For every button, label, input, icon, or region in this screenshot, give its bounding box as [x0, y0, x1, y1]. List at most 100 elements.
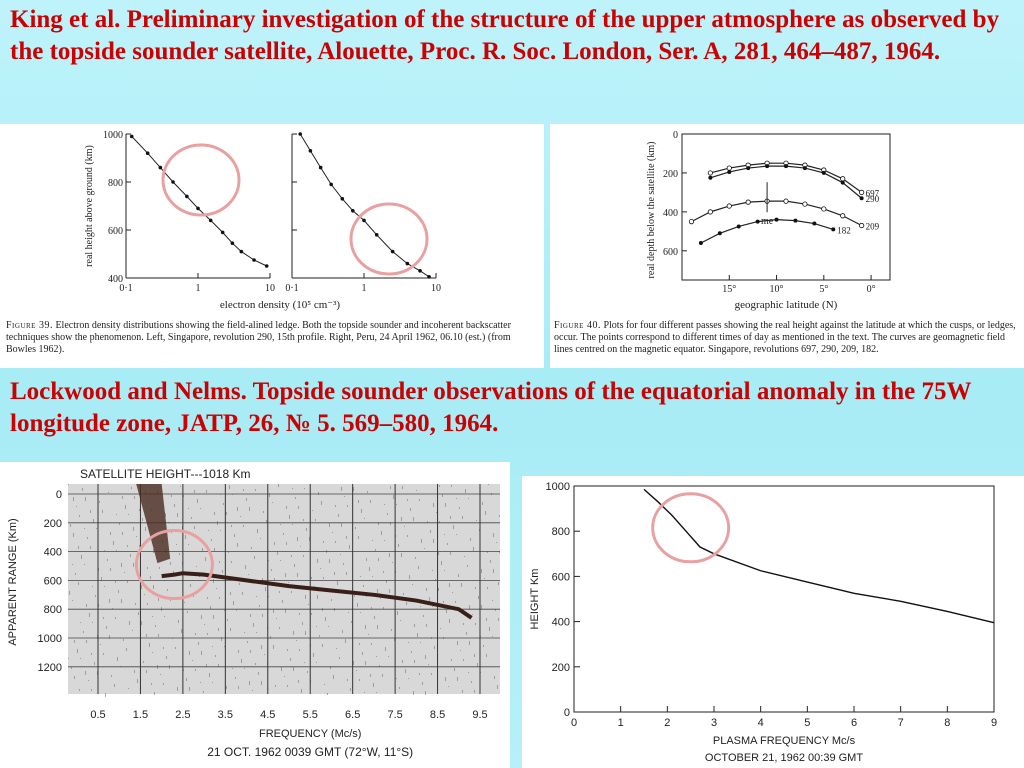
noise-speck: [256, 596, 257, 597]
noise-speck: [271, 569, 272, 571]
noise-speck: [194, 490, 195, 493]
noise-speck: [92, 622, 93, 623]
noise-speck: [359, 679, 360, 681]
noise-speck: [389, 589, 390, 593]
noise-speck: [345, 639, 346, 643]
noise-speck: [462, 516, 463, 519]
data-point: [374, 233, 379, 237]
noise-speck: [204, 624, 205, 625]
noise-speck: [384, 540, 385, 541]
noise-speck: [178, 620, 179, 623]
noise-speck: [246, 498, 247, 501]
data-point: [727, 169, 732, 174]
noise-speck: [375, 549, 376, 551]
x-tick-label: 6.5: [345, 709, 360, 721]
noise-speck: [133, 527, 134, 531]
noise-speck: [238, 686, 239, 689]
noise-speck: [442, 494, 443, 497]
noise-speck: [445, 503, 446, 507]
noise-speck: [461, 583, 462, 587]
noise-speck: [468, 498, 469, 499]
noise-speck: [279, 591, 280, 593]
x-tick-label: 0: [571, 717, 577, 729]
noise-speck: [175, 647, 176, 649]
noise-speck: [245, 565, 246, 569]
noise-speck: [274, 542, 275, 545]
noise-speck: [83, 631, 84, 633]
data-point: [708, 175, 713, 180]
noise-speck: [265, 587, 266, 591]
noise-speck: [299, 649, 300, 651]
x-tick-label: 0·1: [285, 283, 298, 294]
data-point: [765, 164, 770, 169]
noise-speck: [498, 582, 499, 585]
noise-speck: [181, 629, 182, 633]
noise-speck: [136, 536, 137, 537]
noise-speck: [72, 564, 73, 565]
noise-speck: [94, 662, 95, 665]
noise-speck: [122, 496, 123, 499]
data-point: [859, 222, 865, 229]
noise-speck: [68, 484, 69, 485]
noise-speck: [492, 600, 493, 601]
noise-speck: [338, 514, 339, 517]
y-tick-label: 0: [564, 707, 570, 719]
noise-speck: [449, 619, 450, 623]
noise-speck: [95, 595, 96, 597]
data-point: [736, 224, 741, 229]
x-tick-label: 4.5: [260, 709, 275, 721]
noise-speck: [428, 664, 429, 665]
noise-speck: [419, 673, 420, 675]
data-point: [746, 166, 751, 171]
noise-speck: [220, 530, 221, 531]
noise-speck: [342, 630, 343, 633]
noise-speck: [408, 642, 409, 643]
noise-speck: [457, 641, 458, 645]
noise-speck: [87, 537, 88, 539]
noise-speck: [195, 633, 196, 635]
noise-speck: [432, 606, 433, 607]
noise-speck: [427, 521, 428, 523]
y-tick-label: 1000: [103, 130, 123, 141]
noise-speck: [431, 673, 432, 675]
noise-speck: [494, 676, 495, 679]
figure-39-caption-text: Electron density distributions showing t…: [6, 320, 511, 355]
noise-speck: [233, 601, 234, 605]
noise-speck: [123, 639, 124, 641]
noise-speck: [82, 488, 83, 491]
noise-speck: [185, 535, 186, 539]
noise-speck: [84, 564, 85, 565]
data-point: [171, 180, 175, 184]
noise-speck: [388, 656, 389, 657]
noise-speck: [307, 671, 308, 673]
y-tick-label: 400: [663, 208, 678, 219]
y-axis-label: APPARENT RANGE (Km): [7, 518, 19, 645]
highlight-circle: [651, 492, 731, 564]
noise-speck: [92, 586, 93, 587]
noise-speck: [86, 604, 87, 607]
noise-speck: [237, 543, 238, 547]
noise-speck: [149, 643, 150, 647]
noise-speck: [154, 692, 155, 695]
noise-speck: [79, 515, 80, 517]
noise-speck: [191, 517, 192, 519]
noise-speck: [397, 611, 398, 615]
noise-speck: [206, 490, 207, 493]
noise-speck: [221, 637, 222, 641]
noise-speck: [231, 561, 232, 563]
noise-speck: [368, 634, 369, 635]
noise-speck: [420, 606, 421, 607]
noise-speck: [70, 524, 71, 527]
noise-speck: [88, 680, 89, 681]
noise-speck: [426, 624, 427, 627]
noise-speck: [347, 679, 348, 681]
noise-speck: [234, 534, 235, 537]
noise-speck: [306, 528, 307, 531]
noise-speck: [460, 650, 461, 651]
noise-speck: [253, 623, 254, 627]
noise-speck: [214, 548, 215, 551]
noise-speck: [304, 662, 305, 663]
noise-speck: [197, 499, 198, 503]
noise-speck: [146, 634, 147, 637]
noise-speck: [454, 668, 455, 671]
